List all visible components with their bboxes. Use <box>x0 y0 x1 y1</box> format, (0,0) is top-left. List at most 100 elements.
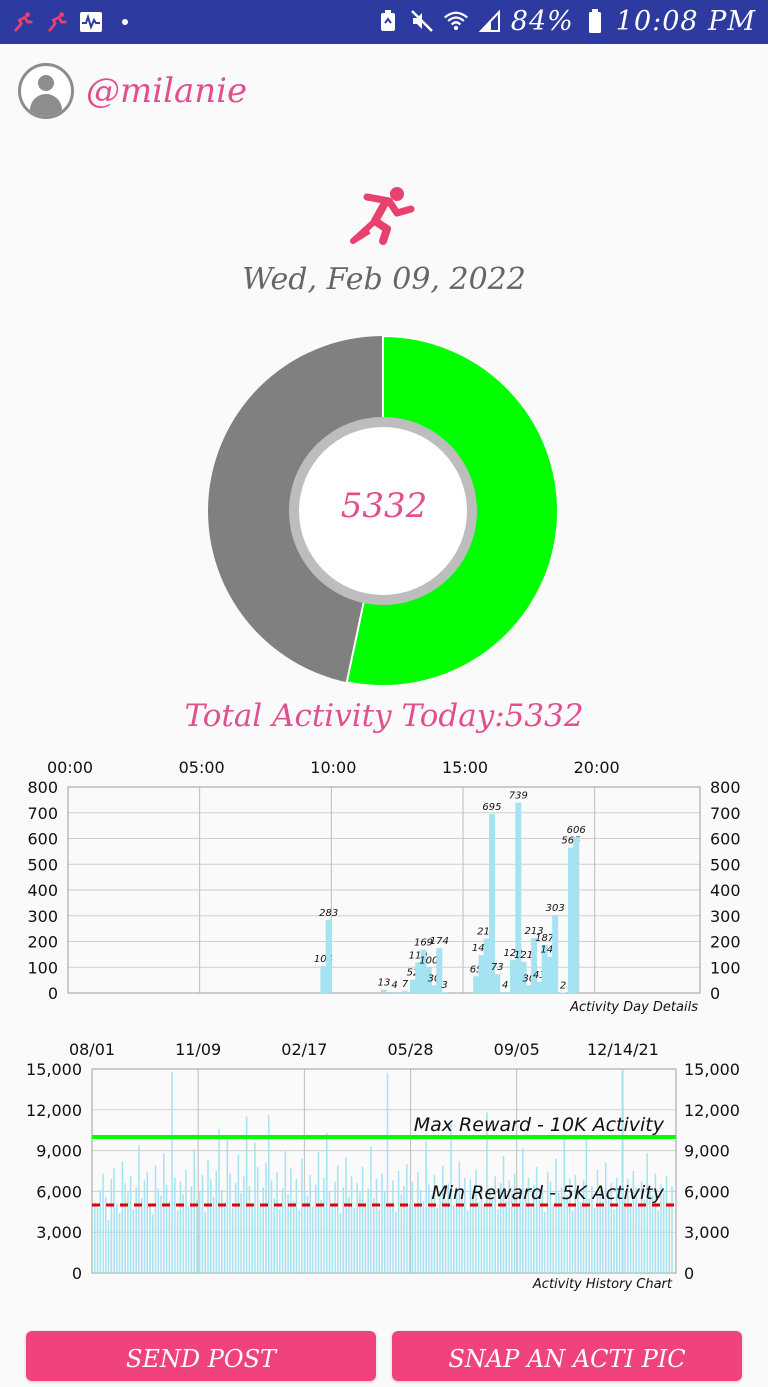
history-bar <box>265 1162 267 1273</box>
day-bar <box>488 814 495 993</box>
history-bar <box>102 1173 104 1273</box>
history-bar <box>254 1142 256 1273</box>
history-bar <box>546 1172 549 1273</box>
snap-pic-button[interactable]: SNAP AN ACTI PIC <box>392 1331 742 1381</box>
history-bar <box>469 1179 472 1273</box>
history-bar <box>281 1188 284 1273</box>
history-bar <box>502 1156 505 1273</box>
system-icons: 84% 10:08 PM <box>375 5 756 37</box>
history-x-tick: 09/05 <box>494 1040 540 1059</box>
history-bar <box>596 1169 599 1273</box>
history-bar <box>179 1181 182 1273</box>
history-bar <box>588 1198 590 1273</box>
history-bar <box>152 1214 154 1273</box>
day-bar-label: 213 <box>525 926 544 937</box>
history-bar <box>196 1199 198 1273</box>
day-bar-label: 3 <box>441 980 447 991</box>
day-bar <box>494 974 501 993</box>
history-x-tick: 11/09 <box>175 1040 221 1059</box>
history-bar <box>226 1139 229 1273</box>
history-bar <box>527 1177 530 1273</box>
day-bar-label: 4 <box>391 980 397 991</box>
day-bar <box>391 991 398 993</box>
day-y-tick-left: 800 <box>27 778 58 797</box>
day-bar-label: 283 <box>319 908 338 919</box>
history-bar <box>292 1200 295 1273</box>
history-bar <box>632 1171 635 1273</box>
history-bar <box>215 1171 218 1273</box>
mute-icon <box>409 8 435 34</box>
history-bar <box>223 1202 226 1273</box>
history-bar <box>455 1187 458 1273</box>
history-bar <box>182 1194 184 1273</box>
history-bar <box>519 1190 521 1273</box>
dot-icon <box>112 9 138 35</box>
history-bar <box>447 1183 450 1273</box>
day-bar-label: 739 <box>509 791 528 802</box>
history-bar <box>668 1202 670 1273</box>
history-bar <box>168 1200 171 1273</box>
history-bar <box>367 1188 369 1273</box>
send-post-button[interactable]: SEND POST <box>26 1331 376 1381</box>
history-bar <box>381 1173 383 1273</box>
history-bar <box>516 1203 519 1273</box>
history-bar <box>635 1187 637 1273</box>
history-bar <box>118 1213 121 1273</box>
day-bar <box>402 991 409 993</box>
history-bar <box>511 1194 513 1273</box>
avatar[interactable] <box>18 63 74 119</box>
history-bar <box>375 1179 378 1273</box>
history-bar <box>524 1196 527 1273</box>
history-bar <box>638 1206 640 1273</box>
day-bar-label: 65 <box>470 964 483 975</box>
history-bar <box>651 1195 654 1273</box>
history-bar <box>364 1205 367 1273</box>
history-bar <box>640 1181 643 1273</box>
history-bar <box>309 1175 311 1273</box>
history-bar <box>411 1181 414 1273</box>
history-bar <box>563 1134 566 1273</box>
day-bar-label: 129 <box>503 948 522 959</box>
day-bar-label: 4 <box>502 980 508 991</box>
day-bar-label: 13 <box>378 978 391 989</box>
day-bar <box>425 967 432 993</box>
history-bar <box>397 1171 400 1273</box>
history-bar <box>290 1168 292 1273</box>
history-bar <box>530 1207 532 1273</box>
history-bar <box>306 1195 309 1273</box>
history-bar <box>251 1203 253 1273</box>
day-bar-label: 147 <box>472 943 492 954</box>
day-bar-label: 695 <box>482 802 501 813</box>
history-bar <box>326 1132 328 1273</box>
history-bar <box>660 1184 662 1273</box>
wifi-icon <box>443 8 469 34</box>
history-bar <box>535 1166 538 1273</box>
day-bar-label: 7 <box>402 979 409 990</box>
history-bar <box>105 1196 107 1273</box>
day-bar <box>325 920 332 993</box>
day-y-tick-right: 300 <box>710 907 741 926</box>
history-y-tick-right: 9,000 <box>684 1142 730 1161</box>
history-bar <box>193 1149 195 1273</box>
recycle-icon <box>375 8 401 34</box>
history-bar <box>317 1151 320 1273</box>
history-bar <box>113 1168 115 1273</box>
day-bar <box>473 976 480 993</box>
day-y-tick-right: 0 <box>710 984 720 1003</box>
history-bar <box>287 1194 289 1273</box>
history-bar <box>243 1176 245 1273</box>
history-bar <box>129 1176 132 1273</box>
history-bar <box>270 1180 273 1273</box>
history-bar <box>643 1199 646 1273</box>
history-bar <box>154 1165 157 1273</box>
history-bar <box>337 1165 339 1273</box>
history-bar <box>149 1205 151 1273</box>
history-bar <box>372 1198 375 1273</box>
battery-percent: 84% <box>510 5 574 37</box>
history-bar <box>522 1147 524 1273</box>
history-y-tick-left: 9,000 <box>36 1142 82 1161</box>
history-bar <box>417 1172 419 1273</box>
history-bar <box>513 1173 516 1273</box>
history-bar <box>461 1196 463 1273</box>
day-bar-label: 141 <box>540 945 559 956</box>
